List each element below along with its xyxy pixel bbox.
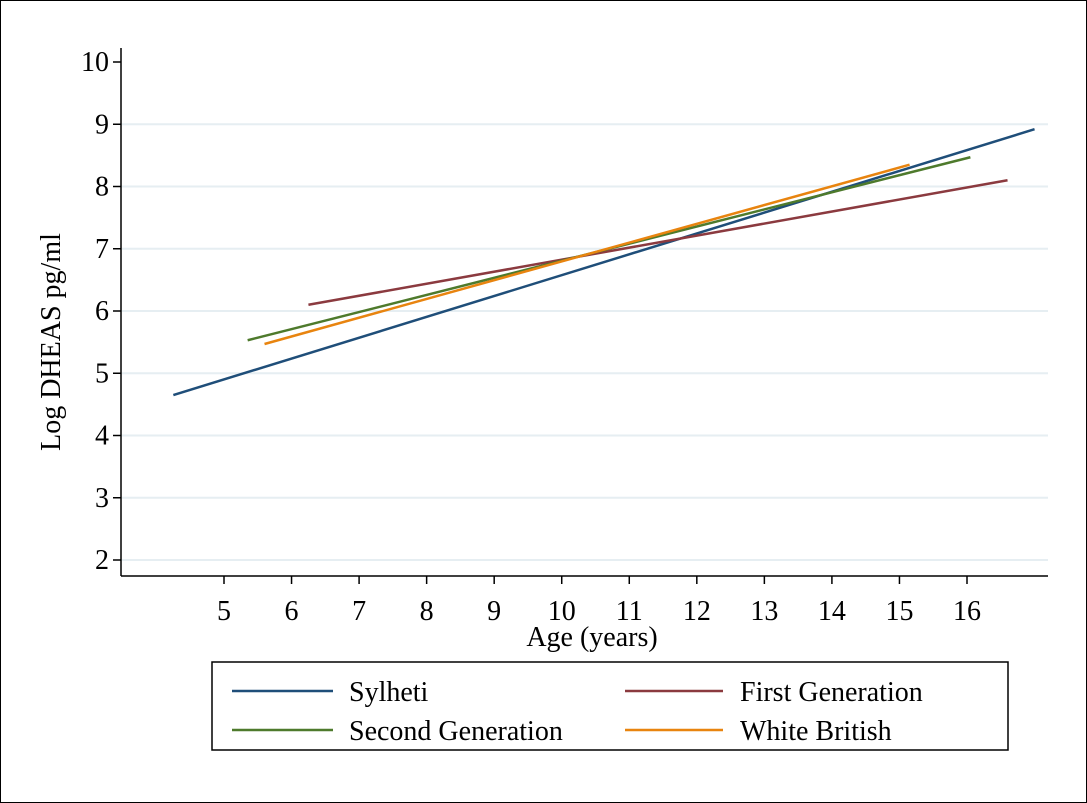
y-tick-label: 7	[95, 234, 109, 265]
series-line	[264, 163, 910, 346]
x-tick-label: 5	[217, 596, 231, 627]
x-tick-label: 10	[548, 596, 576, 627]
y-tick-label: 6	[95, 296, 109, 327]
legend-box	[211, 661, 1009, 751]
legend: Sylheti First Generation Second Generation…	[211, 661, 1009, 751]
series-lines	[172, 128, 1035, 397]
y-tick-label: 5	[95, 358, 109, 389]
y-tick-label: 8	[95, 172, 109, 203]
legend-label: White British	[740, 716, 892, 747]
x-tick-label: 14	[818, 596, 846, 627]
series-line	[172, 128, 1035, 397]
y-tick-label: 4	[95, 421, 109, 452]
legend-label: Sylheti	[349, 677, 429, 708]
x-tick-label: 6	[285, 596, 299, 627]
x-axis-title: Age (years)	[526, 622, 657, 653]
legend-item: Sylheti	[232, 677, 429, 708]
x-tick-label: 11	[616, 596, 643, 627]
legend-label: First Generation	[740, 677, 923, 708]
x-tick-label: 12	[683, 596, 711, 627]
x-axis-ticks: 5 6 7 8 9 10 11 12 13 14 15 16	[217, 576, 981, 627]
x-tick-label: 13	[750, 596, 778, 627]
legend-item: White British	[625, 716, 892, 747]
legend-label: Second Generation	[349, 716, 563, 747]
series-line	[308, 179, 1008, 307]
y-axis-ticks: 2 3 4 5 6 7 8 9 10	[81, 47, 121, 576]
y-axis-title: Log DHEAS pg/ml	[36, 233, 67, 451]
y-tick-label: 2	[95, 545, 109, 576]
gridlines	[121, 123, 1048, 561]
x-tick-label: 15	[885, 596, 913, 627]
y-tick-label: 10	[81, 47, 109, 78]
x-tick-label: 7	[352, 596, 366, 627]
legend-item: First Generation	[625, 677, 923, 708]
x-tick-label: 8	[420, 596, 434, 627]
x-tick-label: 16	[953, 596, 981, 627]
y-tick-label: 9	[95, 109, 109, 140]
x-tick-label: 9	[487, 596, 501, 627]
axes	[120, 48, 1048, 577]
legend-item: Second Generation	[232, 716, 563, 747]
y-tick-label: 3	[95, 483, 109, 514]
